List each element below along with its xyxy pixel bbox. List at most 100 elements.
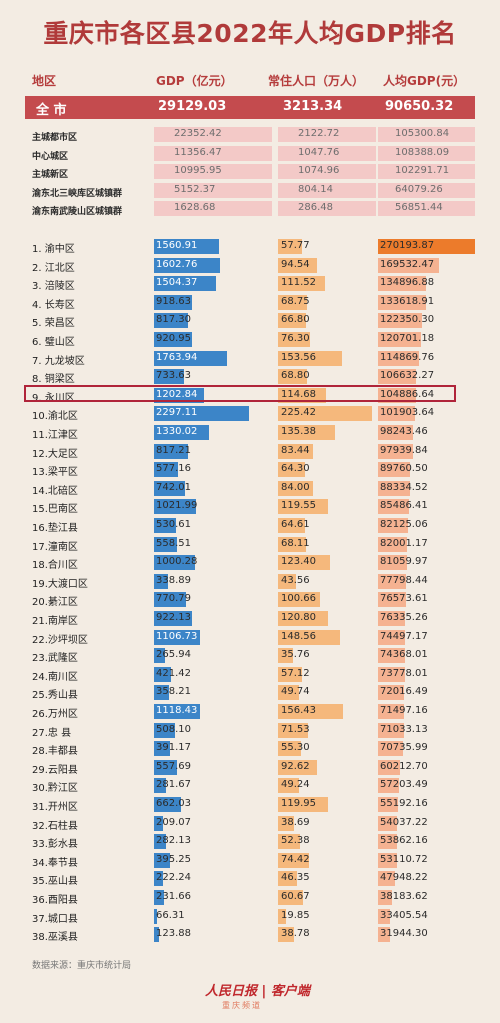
pop-value: 68.11: [281, 537, 310, 549]
row-label: 29.云阳县: [32, 764, 78, 776]
group-per-capita: 64079.26: [395, 183, 443, 195]
row-label: 11.江津区: [32, 430, 78, 441]
pop-bar: [278, 257, 318, 273]
per-capita-bar: [378, 350, 420, 366]
per-capita-bar: [378, 778, 399, 794]
gdp-value: 1763.94: [156, 351, 198, 363]
gdp-bar: [154, 425, 209, 440]
per-capita-value: 134896.88: [380, 277, 435, 289]
per-capita-bar: [378, 722, 404, 738]
per-capita-bar: [378, 387, 416, 403]
gdp-bar: [154, 666, 172, 682]
row-label: 34.奉节县: [32, 857, 78, 869]
pop-bar: [278, 890, 304, 905]
header-per-capita: 人均GDP(元）: [383, 74, 466, 88]
row-label: 30.黔江区: [32, 783, 78, 795]
gdp-bar: [154, 462, 178, 478]
gdp-value: 338.89: [156, 574, 191, 586]
per-capita-bar: [378, 648, 405, 664]
pop-bar: [278, 852, 309, 868]
gdp-value: 358.21: [156, 686, 191, 698]
gdp-bar: [154, 592, 186, 608]
per-capita-bar: [378, 332, 422, 347]
pop-value: 46.35: [281, 872, 310, 884]
per-capita-value: 70735.99: [380, 742, 428, 754]
pop-bar: [278, 573, 297, 589]
per-capita-value: 77798.44: [380, 574, 428, 586]
per-capita-value: 114869.76: [380, 351, 435, 363]
per-capita-bar: [378, 704, 404, 719]
per-capita-bar: [378, 741, 404, 757]
gdp-bar: [154, 239, 219, 254]
pop-bar: [278, 536, 307, 552]
header-pop: 常住人口（万人）: [268, 74, 365, 88]
pop-value: 57.12: [281, 667, 310, 679]
group-pop-cell: [278, 145, 376, 161]
per-capita-value: 74497.17: [380, 630, 428, 642]
per-capita-bar: [378, 425, 414, 440]
pop-bar: [278, 704, 344, 719]
gdp-bar: [154, 722, 175, 738]
gdp-bar: [154, 257, 221, 273]
group-gdp: 10995.95: [174, 165, 222, 176]
per-capita-value: 55192.16: [380, 798, 428, 809]
row-label: 35.巫山县: [32, 876, 78, 888]
per-capita-bar: [378, 443, 414, 459]
group-gdp-cell: [154, 201, 272, 216]
data-source: 数据来源：重庆市统计局: [32, 961, 132, 971]
pop-bar: [278, 369, 307, 385]
pop-bar: [278, 276, 325, 292]
per-capita-bar: [378, 815, 398, 831]
row-label: 9. 永川区: [32, 392, 75, 404]
pop-bar: [278, 332, 310, 347]
per-capita-bar: [378, 555, 408, 571]
row-label: 10.渝北区: [32, 411, 78, 423]
pop-value: 66.80: [281, 314, 310, 326]
pop-bar: [278, 313, 306, 329]
pop-value: 64.30: [281, 463, 310, 475]
per-capita-value: 57203.49: [380, 779, 428, 791]
gdp-value: 742.01: [156, 481, 191, 493]
gdp-value: 508.10: [156, 723, 191, 735]
gdp-bar: [154, 890, 164, 905]
group-gdp-cell: [154, 182, 272, 198]
pop-value: 148.56: [281, 630, 316, 642]
gdp-value: 817.30: [156, 314, 191, 326]
pop-value: 92.62: [281, 760, 310, 772]
row-label: 37.城口县: [32, 913, 78, 925]
pop-value: 94.54: [281, 258, 310, 270]
pop-bar: [278, 499, 328, 515]
gdp-bar: [154, 648, 165, 664]
gdp-value: 1504.37: [156, 277, 198, 289]
per-capita-bar: [378, 592, 406, 608]
per-capita-value: 97939.84: [380, 444, 428, 456]
row-label: 33.彭水县: [32, 839, 78, 851]
group-pop: 2122.72: [298, 128, 340, 139]
row-label: 18.合川区: [32, 560, 78, 572]
row-label: 22.沙坪坝区: [32, 634, 88, 646]
per-capita-value: 53110.72: [380, 853, 428, 865]
pop-value: 49.74: [281, 686, 310, 698]
pop-value: 225.42: [281, 407, 316, 419]
group-pc-cell: [378, 164, 475, 179]
per-capita-value: 76335.26: [380, 612, 428, 623]
pop-bar: [278, 741, 302, 757]
gdp-bar: [154, 573, 168, 589]
gdp-bar: [154, 536, 178, 552]
gdp-bar: [154, 834, 166, 850]
gdp-bar: [154, 927, 160, 943]
gdp-bar: [154, 797, 182, 812]
pop-bar: [278, 387, 326, 403]
pop-value: 38.78: [281, 928, 310, 940]
per-capita-value: 85486.41: [380, 500, 428, 512]
gdp-bar: [154, 369, 185, 385]
brand-channel: 重庆频道: [222, 1001, 262, 1010]
per-capita-bar: [378, 629, 405, 645]
per-capita-value: 53862.16: [380, 835, 428, 847]
pop-bar: [278, 350, 342, 366]
gdp-value: 733.63: [156, 370, 191, 382]
pop-value: 35.76: [281, 649, 310, 661]
per-capita-bar: [378, 666, 405, 682]
per-capita-value: 33405.54: [380, 909, 428, 921]
